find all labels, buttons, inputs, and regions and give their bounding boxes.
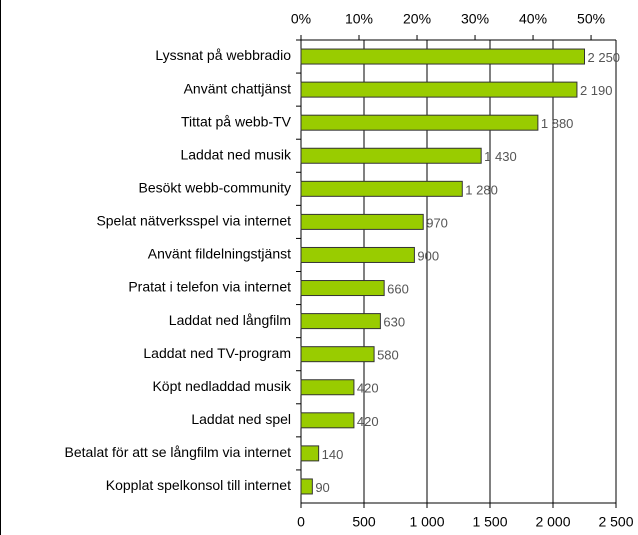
bar	[300, 180, 463, 197]
y-tick-label: Laddat ned spel	[191, 411, 291, 427]
bar	[300, 346, 375, 363]
y-tick-label: Laddat ned TV-program	[143, 345, 291, 361]
y-tick-label: Kopplat spelkonsol till internet	[106, 477, 291, 493]
x2-tick-label: 20%	[403, 11, 431, 27]
y-tick-label: Laddat ned långfilm	[169, 312, 291, 328]
bar	[300, 412, 355, 429]
x-tick-label: 2 500	[598, 514, 633, 530]
bar	[300, 379, 355, 396]
value-label: 2 250	[588, 50, 621, 65]
value-label: 900	[417, 248, 439, 263]
y-tick-label: Tittat på webb-TV	[181, 113, 292, 129]
x-tick-label: 2 000	[535, 514, 570, 530]
x-tick-label: 1 500	[472, 514, 507, 530]
bar	[300, 280, 385, 297]
y-tick-label: Använt fildelningstjänst	[148, 246, 291, 262]
x2-tick-label: 0%	[291, 11, 311, 27]
value-label: 970	[426, 215, 448, 230]
bar	[300, 81, 578, 98]
y-tick-label: Lyssnat på webbradio	[155, 47, 291, 63]
y-tick-label: Betalat för att se långfilm via internet	[65, 444, 292, 460]
y-tick-label: Besökt webb-community	[138, 180, 291, 196]
y-tick-label: Spelat nätverksspel via internet	[96, 213, 291, 229]
bar	[300, 147, 482, 164]
value-label: 420	[357, 381, 379, 396]
x2-tick-label: 50%	[577, 11, 605, 27]
value-label: 660	[387, 281, 409, 296]
y-tick-label: Köpt nedladdad musik	[152, 378, 292, 394]
bar	[300, 445, 320, 462]
value-label: 90	[315, 480, 329, 495]
bar	[300, 478, 313, 495]
value-label: 1 430	[484, 149, 517, 164]
x2-tick-label: 40%	[519, 11, 547, 27]
value-label: 1 280	[465, 182, 498, 197]
x-tick-label: 500	[352, 514, 376, 530]
bar	[300, 313, 381, 330]
x2-tick-label: 10%	[345, 11, 373, 27]
value-label: 420	[357, 414, 379, 429]
bar	[300, 213, 424, 230]
value-label: 140	[322, 447, 344, 462]
x2-tick-label: 30%	[461, 11, 489, 27]
y-tick-label: Laddat ned musik	[180, 146, 292, 162]
bar	[300, 114, 539, 131]
value-label: 580	[377, 348, 399, 363]
value-label: 630	[383, 315, 405, 330]
y-tick-label: Använt chattjänst	[184, 80, 292, 96]
x-tick-label: 0	[297, 514, 305, 530]
y-tick-label: Pratat i telefon via internet	[128, 279, 291, 295]
bar	[300, 246, 415, 263]
value-label: 1 880	[541, 116, 574, 131]
bar	[300, 48, 585, 65]
value-label: 2 190	[580, 83, 613, 98]
x-tick-label: 1 000	[409, 514, 444, 530]
